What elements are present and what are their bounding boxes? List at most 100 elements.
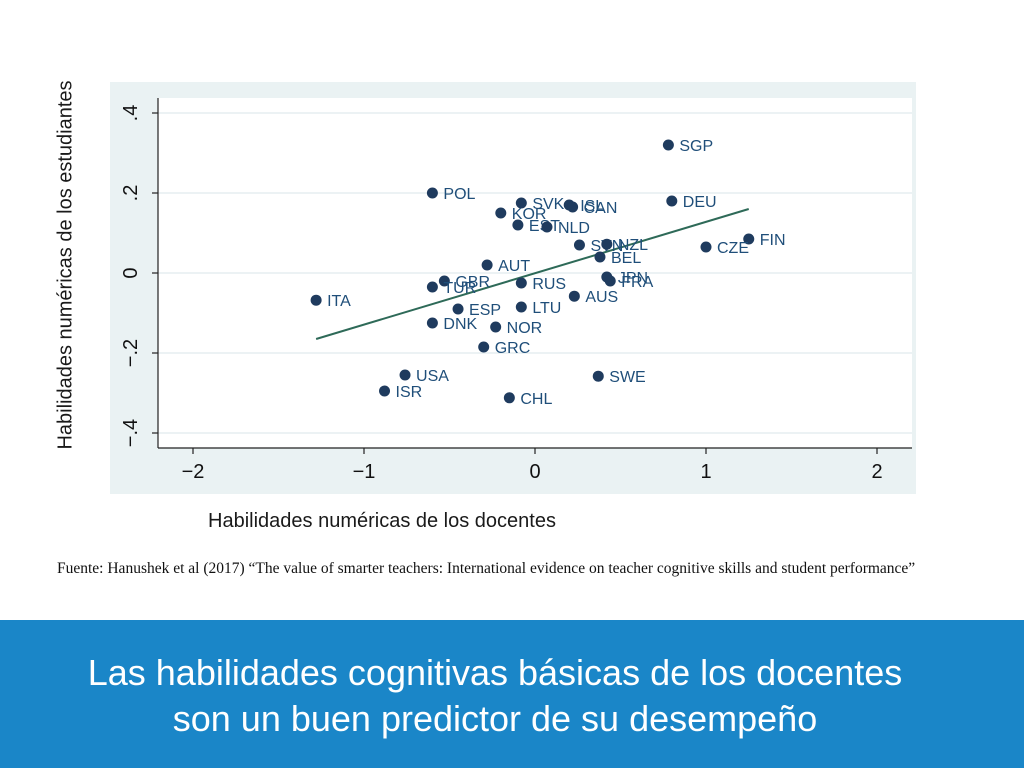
point-label: LTU <box>532 300 561 317</box>
point-label: ESP <box>469 302 501 319</box>
point-label: FRA <box>621 274 653 291</box>
point-label: GRC <box>495 340 531 357</box>
point-label: SVK <box>532 196 564 213</box>
point-marker <box>601 238 613 250</box>
y-tick-label: .2 <box>120 185 142 202</box>
data-point-cze: CZE <box>700 240 749 257</box>
point-marker <box>604 275 616 287</box>
point-marker <box>568 290 580 302</box>
data-points: SGPPOLDEUSVKISLCANKORESTNLDFINSVNNZLCZEB… <box>310 138 786 408</box>
data-point-dnk: DNK <box>426 316 478 333</box>
data-point-svk: SVK <box>515 196 565 213</box>
point-label: GBR <box>455 274 490 291</box>
data-point-fra: FRA <box>604 274 654 291</box>
point-marker <box>426 187 438 199</box>
point-label: DEU <box>683 194 717 211</box>
point-marker <box>573 239 585 251</box>
data-point-deu: DEU <box>666 194 717 211</box>
data-point-ltu: LTU <box>515 300 561 317</box>
point-label: KOR <box>512 206 547 223</box>
data-point-bel: BEL <box>594 250 641 267</box>
point-label: FIN <box>760 232 786 249</box>
point-marker <box>490 321 502 333</box>
data-point-nld: NLD <box>541 220 590 237</box>
banner-title-line-2: son un buen predictor de su desempeño <box>172 698 818 739</box>
point-label: AUS <box>585 289 618 306</box>
y-axis-label-wrapper: Habilidades numéricas de los estudiantes <box>48 25 84 505</box>
point-marker <box>399 369 411 381</box>
point-marker <box>515 301 527 313</box>
axes <box>152 98 912 454</box>
x-tick-label: 2 <box>871 461 882 483</box>
data-point-isr: ISR <box>379 384 422 401</box>
point-marker <box>503 392 515 404</box>
point-marker <box>426 317 438 329</box>
y-tick-label: −.4 <box>120 419 142 447</box>
point-label: CHL <box>520 391 552 408</box>
point-marker <box>592 370 604 382</box>
point-label: AUT <box>498 258 530 275</box>
point-marker <box>541 221 553 233</box>
point-marker <box>594 251 606 263</box>
point-label: DNK <box>443 316 477 333</box>
data-point-nzl: NZL <box>601 237 648 254</box>
point-marker <box>515 197 527 209</box>
point-label: SGP <box>679 138 713 155</box>
x-tick-label: 1 <box>700 461 711 483</box>
point-label: ISL <box>580 198 604 215</box>
point-label: BEL <box>611 250 641 267</box>
data-point-can: CAN <box>567 200 617 217</box>
x-axis-label: Habilidades numéricas de los docentes <box>208 510 556 532</box>
fit-line-group <box>315 208 750 340</box>
point-marker <box>438 275 450 287</box>
point-marker <box>426 281 438 293</box>
y-tick-label: .4 <box>120 105 142 122</box>
point-label: NOR <box>507 320 543 337</box>
point-label: POL <box>443 186 475 203</box>
y-tick-label: 0 <box>120 267 142 278</box>
point-label: JPN <box>618 270 648 287</box>
data-point-kor: KOR <box>495 206 546 223</box>
data-point-rus: RUS <box>515 276 566 293</box>
tick-labels: −2 −1 0 1 2 −.4 −.2 0 .2 .4 <box>120 105 883 483</box>
point-label: ITA <box>327 293 351 310</box>
point-marker <box>310 294 322 306</box>
point-label: TUR <box>443 280 476 297</box>
data-point-grc: GRC <box>478 340 530 357</box>
data-point-ita: ITA <box>310 293 351 310</box>
data-point-aut: AUT <box>481 258 530 275</box>
x-tick-label: −1 <box>353 461 376 483</box>
point-marker <box>379 385 391 397</box>
point-marker <box>495 207 507 219</box>
data-point-aus: AUS <box>568 289 618 306</box>
point-marker <box>743 233 755 245</box>
point-label: CAN <box>584 200 618 217</box>
x-tick-label: 0 <box>529 461 540 483</box>
point-marker <box>567 201 579 213</box>
data-point-nor: NOR <box>490 320 542 337</box>
banner-title: Las habilidades cognitivas básicas de lo… <box>0 650 990 742</box>
data-point-fin: FIN <box>743 232 786 249</box>
data-point-usa: USA <box>399 368 449 385</box>
data-point-pol: POL <box>426 186 476 203</box>
point-marker <box>700 241 712 253</box>
x-tick-label: −2 <box>182 461 205 483</box>
point-marker <box>478 341 490 353</box>
source-citation: Fuente: Hanushek et al (2017) “The value… <box>57 560 916 577</box>
data-point-esp: ESP <box>452 302 501 319</box>
point-marker <box>512 219 524 231</box>
point-label: NZL <box>618 237 648 254</box>
data-point-chl: CHL <box>503 391 552 408</box>
point-marker <box>481 259 493 271</box>
data-point-tur: TUR <box>426 280 476 297</box>
data-point-swe: SWE <box>592 369 646 386</box>
point-label: SWE <box>609 369 645 386</box>
point-label: ISR <box>396 384 423 401</box>
banner-title-line-1: Las habilidades cognitivas básicas de lo… <box>87 652 903 693</box>
y-tick-label: −.2 <box>120 339 142 367</box>
data-point-gbr: GBR <box>438 274 490 291</box>
point-marker <box>662 139 674 151</box>
y-axis-label: Habilidades numéricas de los estudiantes <box>54 80 77 450</box>
data-point-sgp: SGP <box>662 138 713 155</box>
point-label: RUS <box>532 276 566 293</box>
